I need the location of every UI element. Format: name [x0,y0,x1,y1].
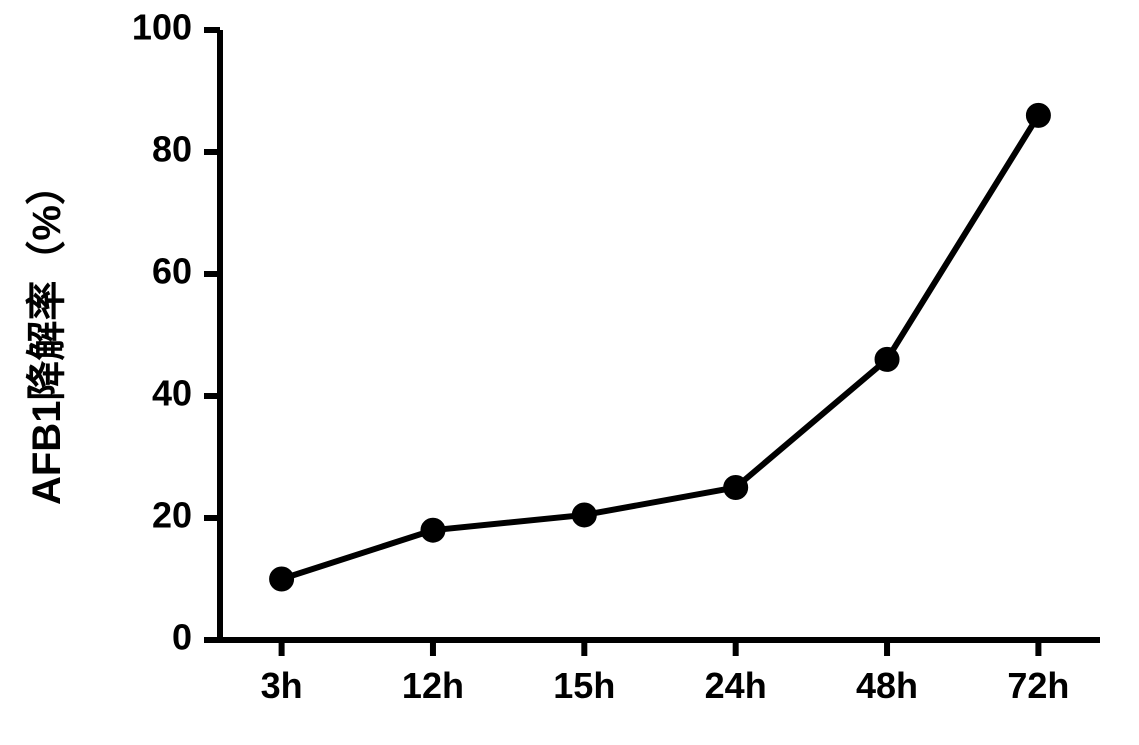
data-point [421,518,445,542]
data-point [1026,103,1050,127]
y-tick-label: 0 [172,617,192,658]
y-tick-label: 60 [152,251,192,292]
data-point [724,476,748,500]
line-chart: 0 20 40 60 80 100 3h 12h 15h 24h 48h 72h AFB1降解率（%） [0,0,1139,745]
x-tick-label: 12h [402,665,464,706]
x-tick-label: 15h [553,665,615,706]
y-tick-label: 20 [152,495,192,536]
data-point [572,503,596,527]
data-point [270,567,294,591]
x-tick-label: 24h [705,665,767,706]
y-tick-label: 80 [152,129,192,170]
series-line [282,115,1039,579]
x-tick-label: 72h [1007,665,1069,706]
y-axis-title: AFB1降解率（%） [25,165,69,505]
x-tick-label: 48h [856,665,918,706]
y-tick-label: 40 [152,373,192,414]
x-tick-label: 3h [261,665,303,706]
y-tick-label: 100 [132,7,192,48]
chart-container: 0 20 40 60 80 100 3h 12h 15h 24h 48h 72h AFB1降解率（%） [0,0,1139,745]
data-point [875,347,899,371]
